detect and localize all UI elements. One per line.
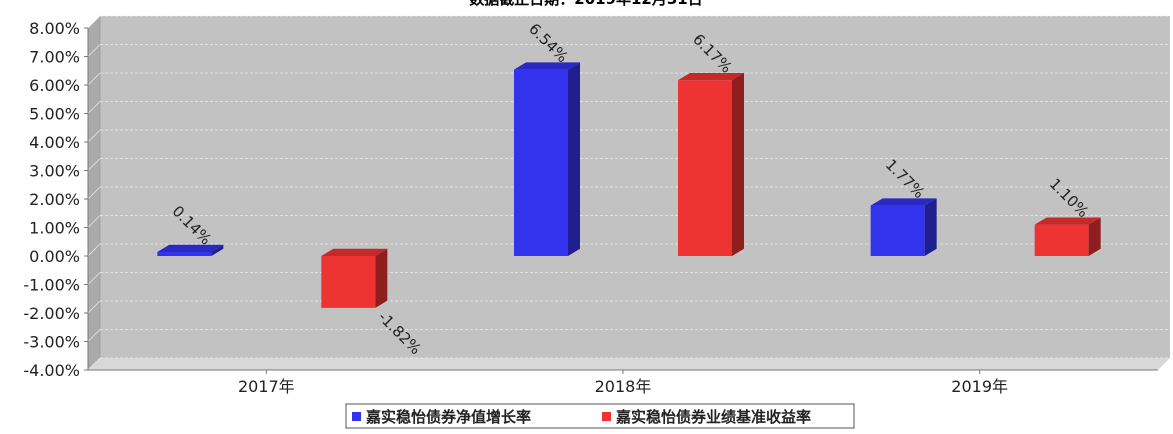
bar-front [678, 80, 732, 256]
y-tick-label: -2.00% [23, 304, 80, 323]
y-tick-label: 0.00% [29, 247, 80, 266]
legend: 嘉实稳怡债券净值增长率 嘉实稳怡债券业绩基准收益率 [345, 403, 855, 429]
bar-side [924, 198, 937, 256]
bar-side [732, 72, 744, 256]
bar [514, 62, 580, 256]
bar-front [157, 252, 212, 256]
bar-top [870, 198, 937, 206]
bar [1034, 217, 1101, 256]
y-tick-label: 1.00% [29, 219, 80, 238]
bar-top [1034, 217, 1101, 225]
gridline-diag [87, 186, 101, 200]
y-tick-label: -3.00% [23, 333, 80, 352]
legend-box [345, 403, 855, 429]
bar-side [211, 244, 224, 256]
y-tick-label: 2.00% [29, 190, 80, 209]
gridline-diag [87, 243, 101, 257]
bar-front [870, 205, 925, 256]
bar [157, 244, 224, 256]
legend-label: 嘉实稳怡债券业绩基准收益率 [615, 408, 811, 426]
bar-front [514, 69, 568, 256]
y-tick-label: 8.00% [29, 19, 80, 38]
bar-top [678, 72, 744, 81]
legend-swatch [602, 412, 611, 421]
bar-side [568, 62, 580, 256]
gridline-diag [87, 357, 101, 371]
y-tick-label: 4.00% [29, 133, 80, 152]
chart-title: 数据截止日期：2019年12月31日 [469, 0, 703, 8]
bar-side [375, 248, 388, 308]
bar [678, 72, 744, 256]
bar-top [157, 244, 224, 253]
gridline-diag [87, 129, 101, 143]
plot-floor [88, 358, 1170, 370]
bar-top [514, 62, 580, 70]
gridline-diag [87, 72, 101, 86]
x-tick-label: 2019年 [951, 377, 1008, 396]
bar [870, 198, 937, 256]
plot-background [87, 15, 1170, 371]
y-tick-label: 5.00% [29, 105, 80, 124]
y-tick-label: 7.00% [29, 48, 80, 67]
y-axis: 8.00% 7.00% 6.00% 5.00% 4.00% 3.00% 2.00% 1.00%… [23, 19, 89, 380]
gridline-diag [87, 300, 101, 314]
x-axis: 2017年 2018年 2019年 [88, 369, 1158, 396]
bar-front [321, 256, 376, 308]
x-tick-label: 2018年 [595, 377, 652, 396]
bar [321, 248, 388, 308]
legend-swatch [352, 412, 361, 421]
y-tick-label: -1.00% [23, 276, 80, 295]
y-tick-label: -4.00% [23, 361, 80, 380]
gridline-diag [87, 215, 101, 228]
y-tick-label: 6.00% [29, 76, 80, 95]
gridline-diag [87, 15, 101, 29]
bars-group [157, 62, 1101, 308]
bar-top [321, 248, 388, 256]
gridline-diag [87, 272, 101, 285]
grid-lines [87, 15, 1170, 371]
x-tick-label: 2017年 [238, 377, 295, 396]
bar-front [1034, 224, 1089, 256]
gridline-diag [87, 329, 101, 342]
bar-side [1088, 217, 1101, 256]
gridline-diag [87, 44, 101, 57]
gridline-diag [87, 101, 101, 114]
gridline-diag [87, 158, 101, 171]
y-tick-label: 3.00% [29, 162, 80, 181]
legend-label: 嘉实稳怡债券净值增长率 [365, 408, 531, 426]
